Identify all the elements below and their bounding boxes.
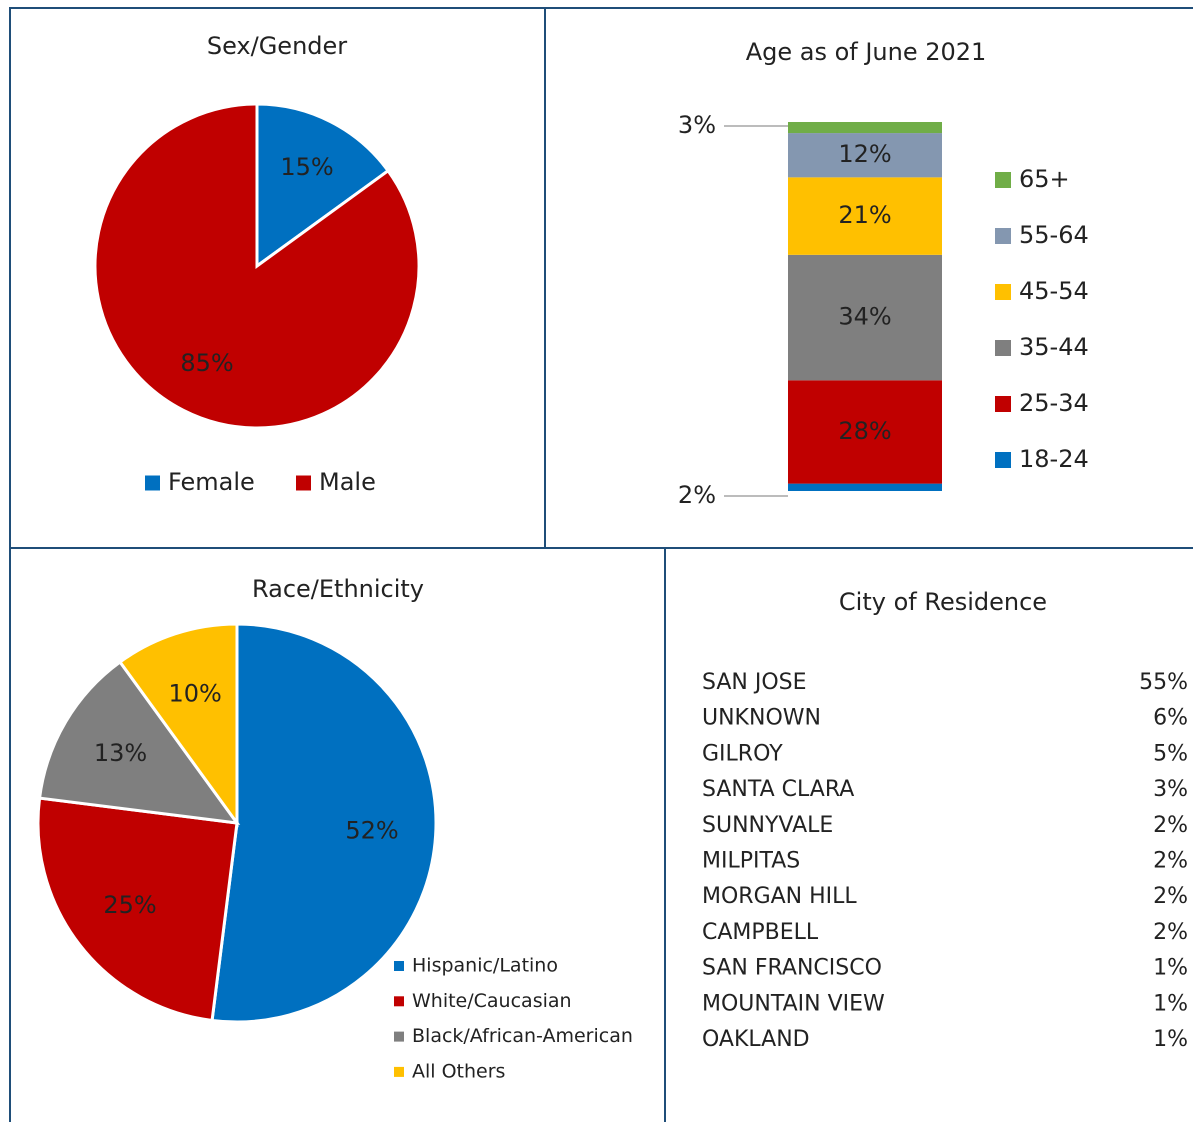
legend-swatch — [995, 396, 1011, 412]
data-label: 2% — [678, 481, 716, 509]
legend-swatch — [995, 452, 1011, 468]
city-percent: 2% — [1153, 884, 1188, 909]
city-percent: 6% — [1153, 706, 1188, 731]
data-label: 21% — [838, 201, 891, 229]
data-label: 13% — [94, 739, 147, 767]
legend-label: White/Caucasian — [412, 990, 572, 1012]
chart-title: Sex/Gender — [207, 32, 347, 60]
city-percent: 2% — [1153, 813, 1188, 838]
bar-segment — [788, 380, 942, 484]
pie-slice — [37, 659, 241, 825]
data-label: 85% — [180, 349, 233, 377]
city-name: MILPITAS — [702, 849, 800, 874]
legend-label: 18-24 — [1019, 445, 1089, 473]
city-name: UNKNOWN — [702, 706, 821, 731]
data-label: 25% — [103, 891, 156, 919]
bar-segment — [788, 254, 942, 381]
legend-swatch — [394, 961, 404, 971]
legend-swatch — [394, 1031, 404, 1042]
bar-segment — [788, 122, 942, 134]
city-name: CAMPBELL — [702, 920, 819, 945]
city-percent: 2% — [1153, 849, 1188, 874]
legend-label: Black/African-American — [412, 1025, 633, 1047]
legend-label: Male — [319, 468, 376, 496]
legend-swatch — [995, 340, 1011, 356]
chart-title: Race/Ethnicity — [252, 575, 424, 603]
city-percent: 1% — [1153, 956, 1188, 981]
city-name: GILROY — [702, 741, 783, 766]
data-label: 28% — [838, 417, 891, 445]
city-name: SUNNYVALE — [702, 813, 833, 838]
pie-slice — [210, 622, 438, 1024]
legend-swatch — [145, 475, 160, 491]
city-percent: 2% — [1153, 920, 1188, 945]
legend-label: 55-64 — [1019, 221, 1089, 249]
bar-segment — [788, 133, 942, 178]
city-percent: 5% — [1153, 741, 1188, 766]
legend-label: Hispanic/Latino — [412, 955, 558, 977]
data-label: 3% — [678, 111, 716, 139]
city-name: SANTA CLARA — [702, 777, 854, 802]
legend-label: 65+ — [1019, 165, 1070, 193]
legend-label: 35-44 — [1019, 333, 1089, 361]
city-percent: 1% — [1153, 1027, 1188, 1052]
table-title: City of Residence — [839, 588, 1047, 616]
pie-slice — [117, 622, 239, 828]
city-name: MORGAN HILL — [702, 884, 857, 909]
data-label: 12% — [838, 140, 891, 168]
city-percent: 1% — [1153, 991, 1188, 1016]
bar-segment — [788, 177, 942, 255]
legend-swatch — [394, 996, 404, 1007]
pie-slice — [255, 102, 391, 269]
legend-label: 25-34 — [1019, 389, 1089, 417]
legend-label: 45-54 — [1019, 277, 1089, 305]
chart-title: Age as of June 2021 — [746, 38, 987, 66]
city-percent: 55% — [1139, 670, 1188, 695]
legend-swatch — [995, 284, 1011, 300]
city-name: SAN JOSE — [702, 670, 807, 695]
legend-swatch — [995, 172, 1011, 188]
panel-borders — [9, 7, 1193, 1122]
data-label: 15% — [280, 153, 333, 181]
data-label: 34% — [838, 303, 891, 331]
data-label: 10% — [169, 679, 222, 707]
bar-segment — [788, 483, 942, 491]
city-name: MOUNTAIN VIEW — [702, 991, 885, 1016]
city-percent: 3% — [1153, 777, 1188, 802]
legend-label: All Others — [412, 1060, 505, 1082]
pie-slice — [36, 796, 239, 1023]
city-name: SAN FRANCISCO — [702, 956, 882, 981]
legend-swatch — [394, 1066, 404, 1077]
legend-swatch — [296, 475, 311, 491]
legend-swatch — [995, 228, 1011, 244]
city-name: OAKLAND — [702, 1027, 810, 1052]
pie-slice — [93, 102, 421, 430]
legend-label: Female — [168, 468, 255, 496]
data-label: 52% — [345, 816, 398, 844]
